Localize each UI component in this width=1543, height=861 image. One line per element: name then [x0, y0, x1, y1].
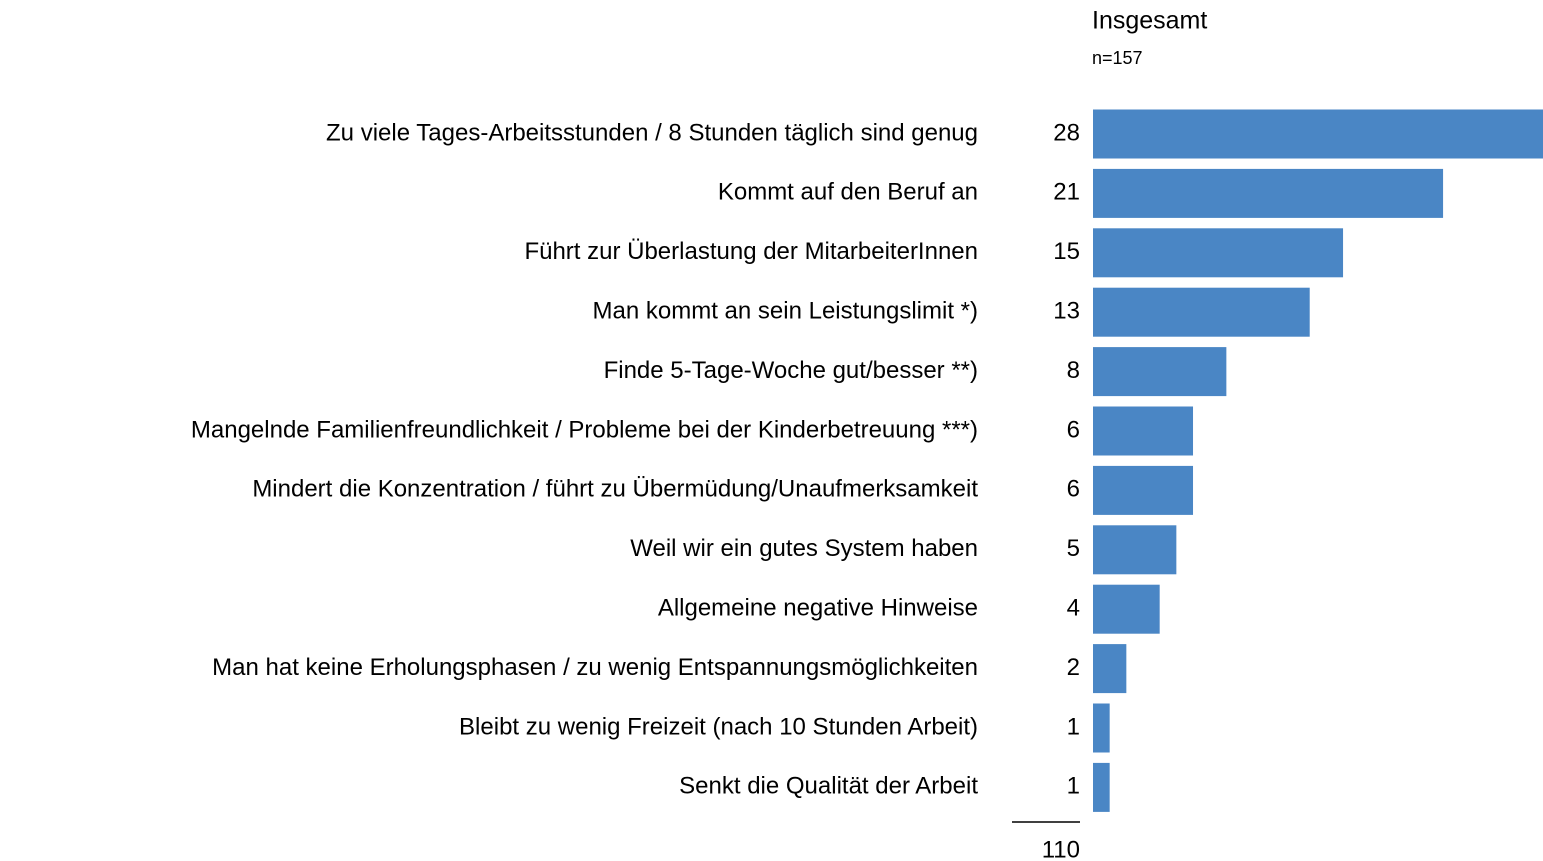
bar: [1093, 644, 1127, 694]
category-label: Mindert die Konzentration / führt zu Übe…: [252, 476, 978, 503]
category-label: Man kommt an sein Leistungslimit *): [593, 298, 978, 325]
value-label: 28: [1053, 119, 1080, 146]
value-label: 1: [1067, 713, 1080, 740]
value-label: 13: [1053, 298, 1080, 325]
value-label: 4: [1067, 595, 1080, 622]
value-label: 6: [1067, 476, 1080, 503]
value-label: 21: [1053, 179, 1080, 206]
bar: [1093, 347, 1227, 397]
category-label: Senkt die Qualität der Arbeit: [679, 773, 978, 800]
category-label: Man hat keine Erholungsphasen / zu wenig…: [212, 654, 978, 681]
chart-title: Insgesamt: [1092, 7, 1207, 35]
bar: [1093, 762, 1110, 812]
bar: [1093, 228, 1344, 278]
chart-subtitle: n=157: [1092, 48, 1143, 68]
bar: [1093, 168, 1444, 218]
category-label: Finde 5-Tage-Woche gut/besser **): [604, 357, 978, 384]
value-label: 15: [1053, 238, 1080, 265]
category-label: Bleibt zu wenig Freizeit (nach 10 Stunde…: [459, 713, 978, 740]
value-label: 2: [1067, 654, 1080, 681]
total-label: 110: [1042, 836, 1080, 861]
category-label: Zu viele Tages-Arbeitsstunden / 8 Stunde…: [326, 119, 978, 146]
bar: [1093, 109, 1543, 159]
bar: [1093, 465, 1194, 515]
bar: [1093, 406, 1194, 456]
bar: [1093, 703, 1110, 753]
category-label: Allgemeine negative Hinweise: [658, 595, 978, 622]
value-label: 8: [1067, 357, 1080, 384]
bar: [1093, 287, 1310, 337]
category-label: Weil wir ein gutes System haben: [630, 535, 978, 562]
category-label: Führt zur Überlastung der MitarbeiterInn…: [524, 238, 978, 265]
bar: [1093, 584, 1160, 634]
value-label: 1: [1067, 773, 1080, 800]
category-label: Kommt auf den Beruf an: [718, 179, 978, 206]
bar: [1093, 525, 1177, 575]
category-label: Mangelnde Familienfreundlichkeit / Probl…: [191, 416, 978, 443]
value-label: 5: [1067, 535, 1080, 562]
value-label: 6: [1067, 416, 1080, 443]
